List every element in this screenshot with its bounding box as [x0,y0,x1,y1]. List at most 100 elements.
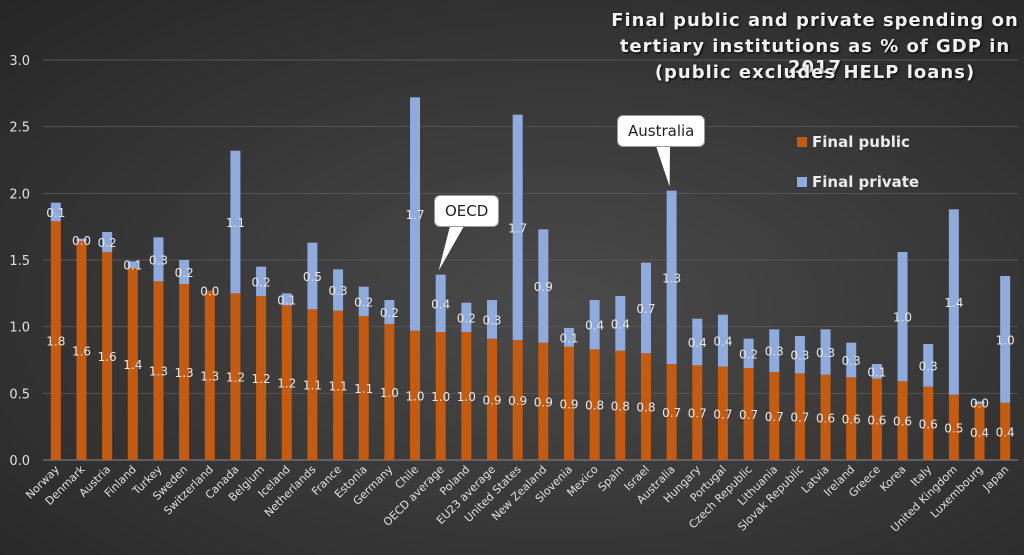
y-tick-label: 3.0 [9,54,30,69]
data-label-private: 0.7 [636,302,655,316]
bar-public [281,305,292,460]
data-label-private: 1.0 [996,333,1015,347]
bar-public [358,316,369,460]
data-label-public: 1.0 [380,386,399,400]
bar-private [666,190,677,364]
bar-public [846,377,857,460]
data-label-public: 0.7 [765,410,784,424]
data-label-public: 1.0 [431,390,450,404]
data-label-public: 0.9 [508,394,527,408]
data-label-private: 0.0 [200,285,219,299]
data-label-private: 0.1 [46,206,65,220]
x-category-label: Korea [877,463,908,494]
bar-public [153,281,164,460]
bar-public [256,296,267,460]
data-label-private: 0.1 [559,331,578,345]
bar-public [461,332,472,460]
data-label-public: 0.6 [919,417,938,431]
bar-private [538,229,549,343]
bar-private [692,318,703,366]
data-label-private: 0.9 [534,280,553,294]
y-tick-label: 1.0 [9,321,30,336]
data-label-public: 0.6 [893,415,912,429]
data-label-public: 1.4 [123,358,142,372]
bar-private [281,293,292,306]
data-label-private: 0.4 [688,336,707,350]
data-label-private: 0.3 [329,284,348,298]
chart-title-line-2: tertiary institutions as % of GDP in 201… [619,36,1011,78]
chart-title-line-1: Final public and private spending on [611,10,1019,31]
data-label-public: 0.6 [842,413,861,427]
bar-private [589,300,600,350]
data-label-public: 0.9 [534,395,553,409]
data-label-public: 0.6 [816,411,835,425]
data-label-private: 0.2 [98,236,117,250]
bar-private [307,242,318,310]
data-label-public: 1.0 [457,390,476,404]
bar-private [512,114,523,341]
data-label-public: 1.0 [405,389,424,403]
data-label-private: 0.2 [739,347,758,361]
data-label-private: 0.3 [816,346,835,360]
bar-private [563,328,574,347]
y-tick-label: 0.5 [9,387,30,402]
callout-oecd: OECD [434,195,500,227]
bar-private [794,336,805,374]
bar-public [871,378,882,460]
bar-private [640,262,651,354]
callout-australia: Australia [617,115,706,147]
bar-private [179,260,190,284]
data-label-public: 1.3 [200,369,219,383]
legend-swatch-public [797,137,807,147]
x-category-label: Japan [980,463,1012,495]
bar-public [897,381,908,460]
data-label-private: 0.4 [585,319,604,333]
chart-title-line-3: (public excludes HELP loans) [654,62,976,83]
bar-private [333,269,344,311]
bar-public [769,372,780,460]
data-label-public: 1.6 [72,345,91,359]
data-label-public: 1.2 [252,372,271,386]
bar-public [230,293,241,460]
bar-public [640,353,651,460]
data-label-public: 0.7 [688,407,707,421]
y-tick-label: 2.5 [9,121,30,136]
bar-public [666,364,677,460]
data-label-private: 1.7 [405,208,424,222]
data-label-private: 0.0 [72,234,91,248]
data-label-public: 0.8 [585,399,604,413]
bar-public [76,241,87,460]
y-tick-label: 0.0 [9,454,30,469]
bar-private [948,209,959,395]
data-label-private: 0.1 [277,293,296,307]
bar-public [307,309,318,460]
data-label-private: 0.3 [919,359,938,373]
bar-private [256,266,267,296]
bar-public [435,332,446,460]
y-tick-label: 2.0 [9,187,30,202]
data-label-public: 1.1 [329,379,348,393]
legend-label-public: Final public [812,133,910,151]
bar-public [615,350,626,460]
bar-private [615,296,626,351]
bar-private [230,150,241,294]
bar-private [153,237,164,282]
data-label-public: 0.7 [662,406,681,420]
bar-private [974,401,985,404]
bar-public [102,252,113,460]
data-label-public: 0.9 [559,397,578,411]
bar-public [487,338,498,460]
bar-public [948,394,959,460]
callout-pointer [438,226,464,271]
bar-public [384,324,395,460]
data-label-public: 1.3 [149,365,168,379]
bar-public [1000,402,1011,460]
bar-private [461,302,472,332]
data-label-public: 1.8 [46,335,65,349]
bar-private [384,300,395,324]
bar-private [410,97,421,331]
bar-public [512,340,523,460]
bar-public [50,221,61,460]
data-label-public: 0.8 [611,399,630,413]
bar-public [410,330,421,460]
